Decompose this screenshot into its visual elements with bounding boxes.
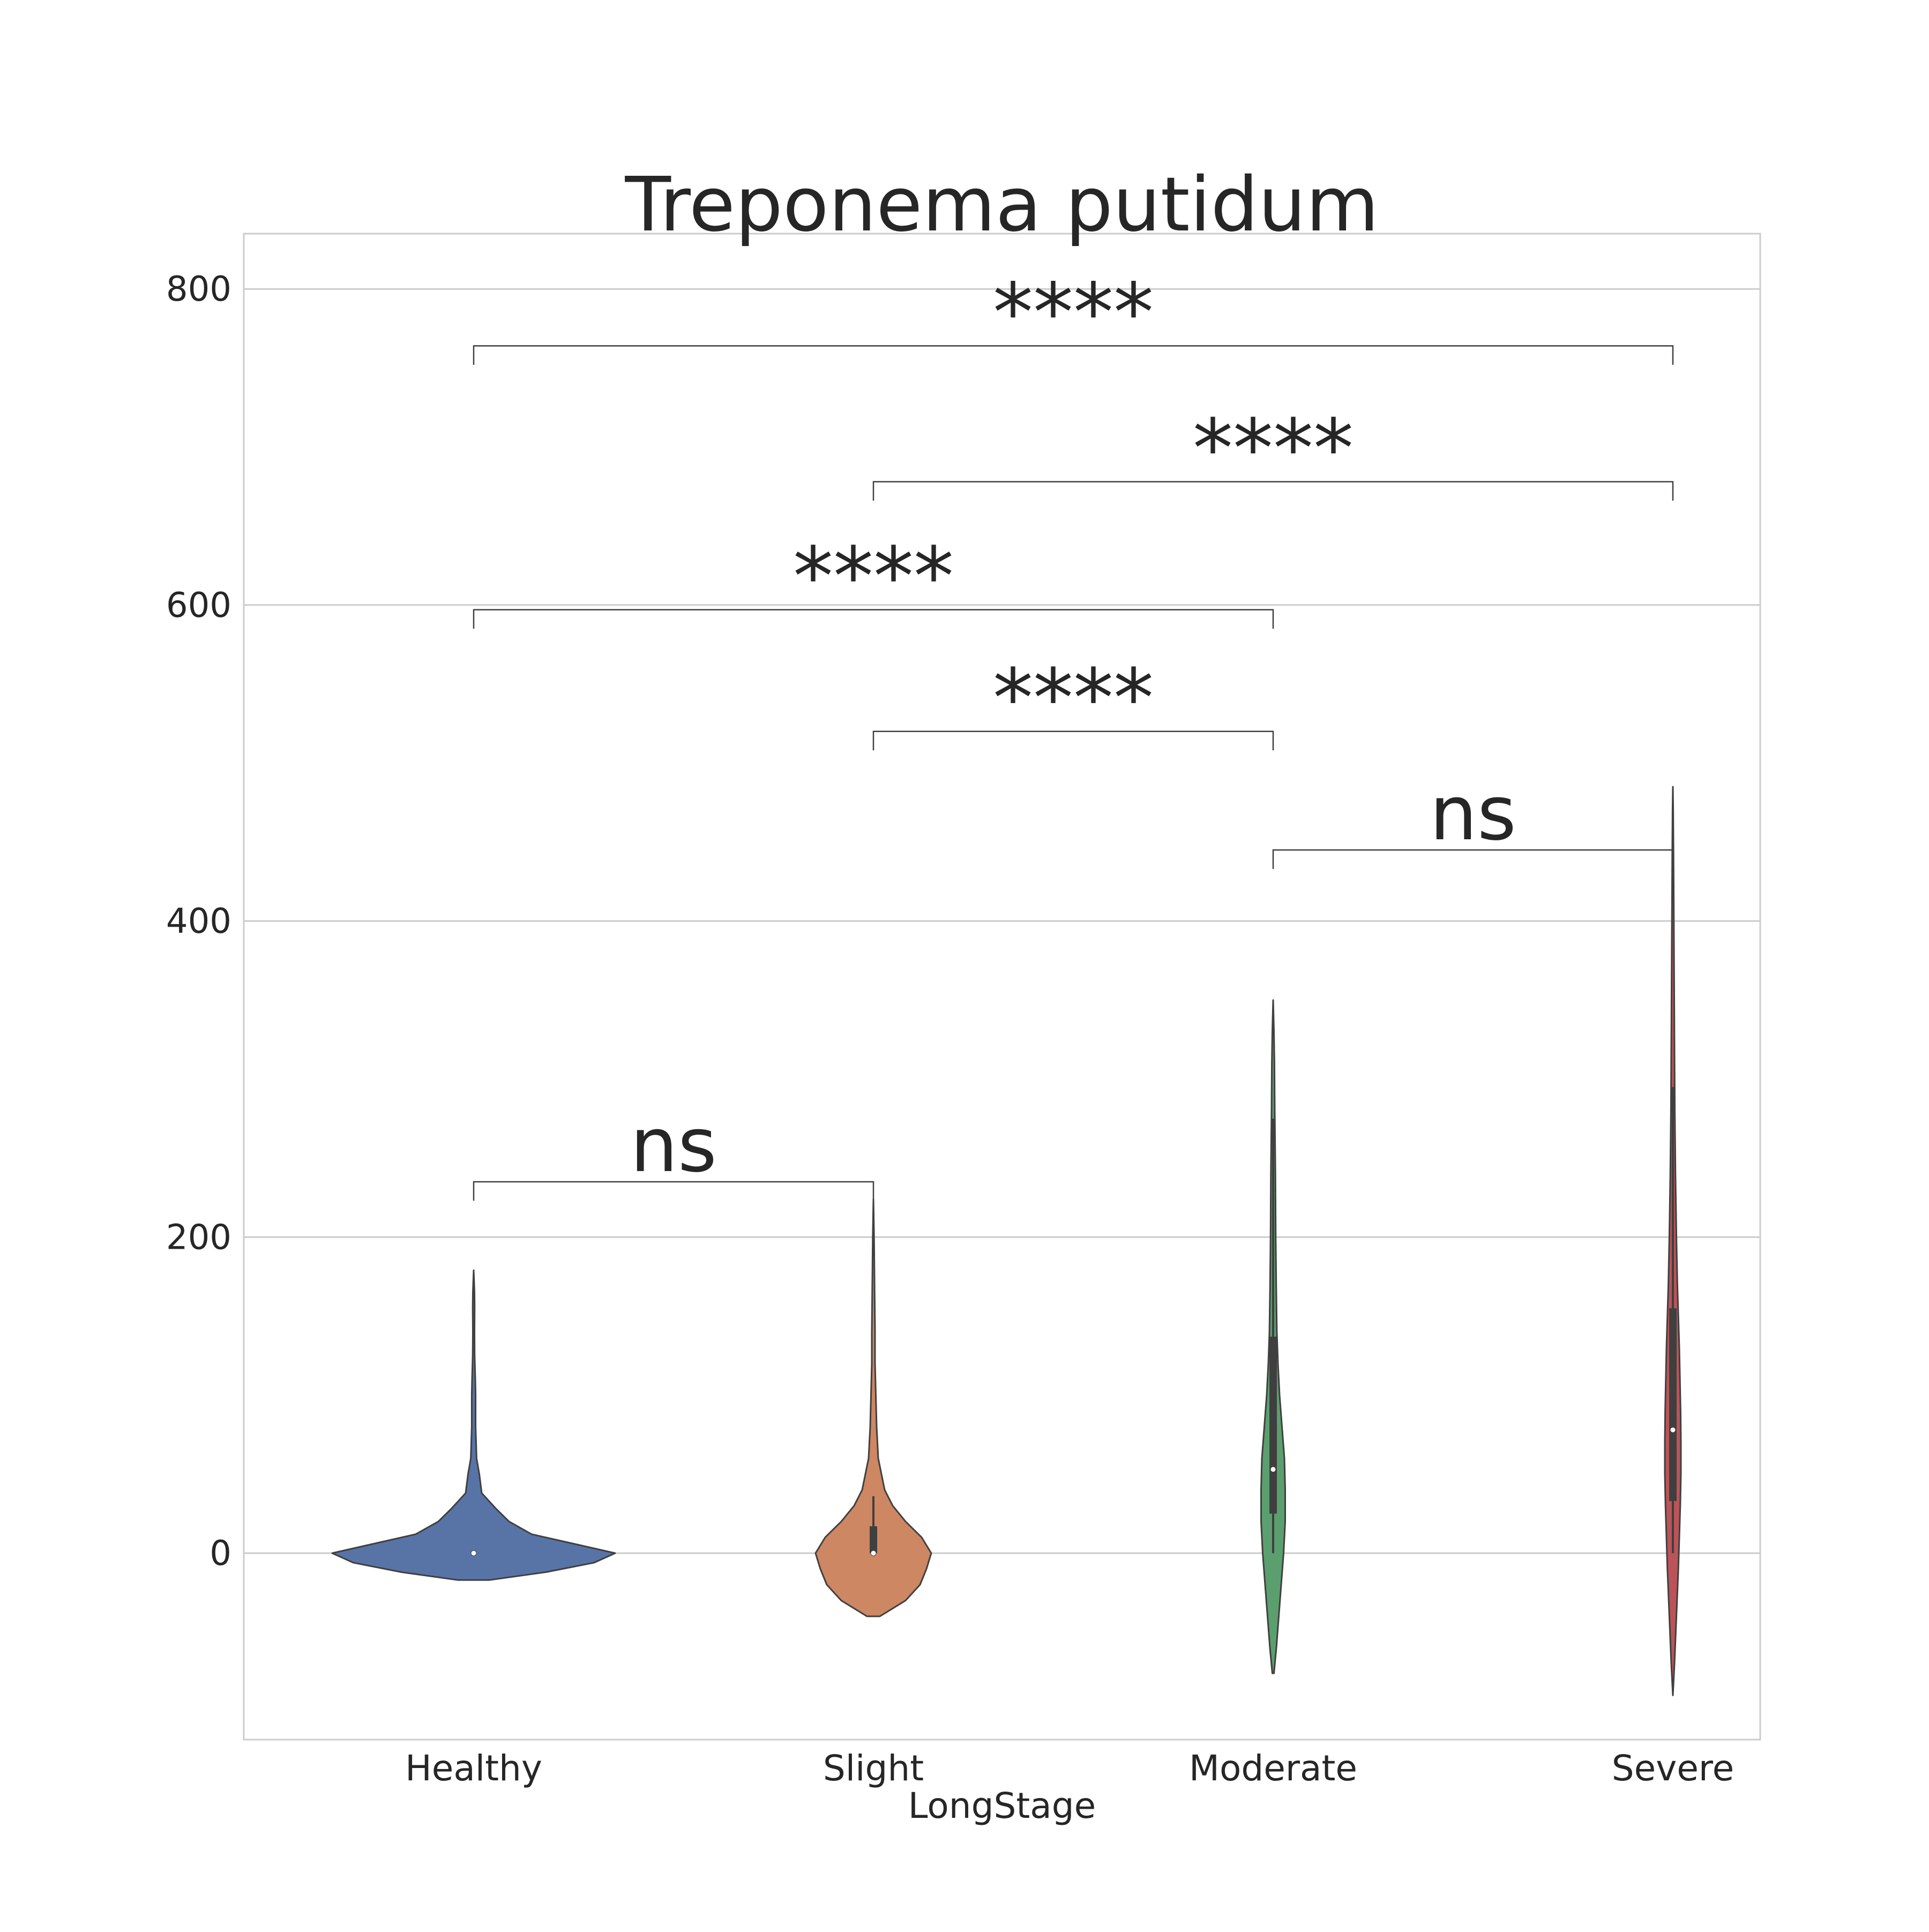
violin-iqr-severe — [1669, 1308, 1677, 1501]
significance-line-3 — [872, 730, 1274, 751]
significance-line-4 — [473, 609, 1274, 629]
violin-median-severe — [1670, 1427, 1676, 1433]
significance-line-5 — [872, 481, 1674, 501]
y-tick-label-0: 0 — [210, 1534, 231, 1573]
significance-line-2 — [1272, 849, 1674, 869]
x-tick-label-moderate: Moderate — [1189, 1748, 1357, 1789]
significance-bracket-6: **** — [473, 266, 1674, 365]
significance-bracket-4: **** — [473, 531, 1274, 629]
violin-median-moderate — [1270, 1466, 1276, 1473]
x-tick-label-severe: Severe — [1612, 1748, 1734, 1789]
plot-frame — [243, 233, 1761, 1741]
chart-title: Treponema putidum — [625, 161, 1379, 249]
significance-label-6: **** — [993, 266, 1154, 360]
violin-healthy — [331, 1269, 616, 1581]
significance-label-3: **** — [993, 652, 1154, 745]
significance-label-5: **** — [1193, 402, 1354, 496]
significance-bracket-2: ns — [1272, 770, 1674, 869]
significance-line-1 — [473, 1181, 874, 1201]
violin-iqr-slight — [870, 1526, 877, 1554]
violin-iqr-moderate — [1269, 1337, 1277, 1514]
significance-bracket-1: ns — [473, 1102, 874, 1201]
significance-label-1: ns — [630, 1102, 717, 1189]
significance-label-4: **** — [793, 531, 954, 624]
y-tick-label-400: 400 — [166, 902, 231, 942]
violin-body-slight — [814, 1198, 932, 1617]
significance-bracket-5: **** — [872, 402, 1674, 501]
significance-line-6 — [473, 345, 1674, 365]
tick-label-layer: 0 200 400 600 800 Healthy Slight Moderate Severe — [166, 270, 1734, 1789]
violin-slight — [814, 1198, 932, 1617]
violin-moderate — [1260, 999, 1286, 1674]
violin-layer — [331, 786, 1682, 1696]
x-axis-label: LongStage — [908, 1785, 1096, 1826]
x-tick-label-healthy: Healthy — [405, 1748, 542, 1789]
y-tick-label-600: 600 — [166, 586, 231, 625]
significance-label-2: ns — [1430, 770, 1516, 857]
y-tick-label-800: 800 — [166, 270, 231, 309]
violin-severe — [1664, 786, 1682, 1696]
violin-body-healthy — [331, 1269, 616, 1581]
annotation-layer: ns ns **** **** **** **** — [473, 266, 1674, 1201]
violin-median-slight — [870, 1550, 877, 1556]
significance-bracket-3: **** — [872, 652, 1274, 751]
x-tick-label-slight: Slight — [823, 1748, 924, 1789]
violin-median-healthy — [470, 1550, 477, 1556]
y-tick-label-200: 200 — [166, 1218, 231, 1257]
